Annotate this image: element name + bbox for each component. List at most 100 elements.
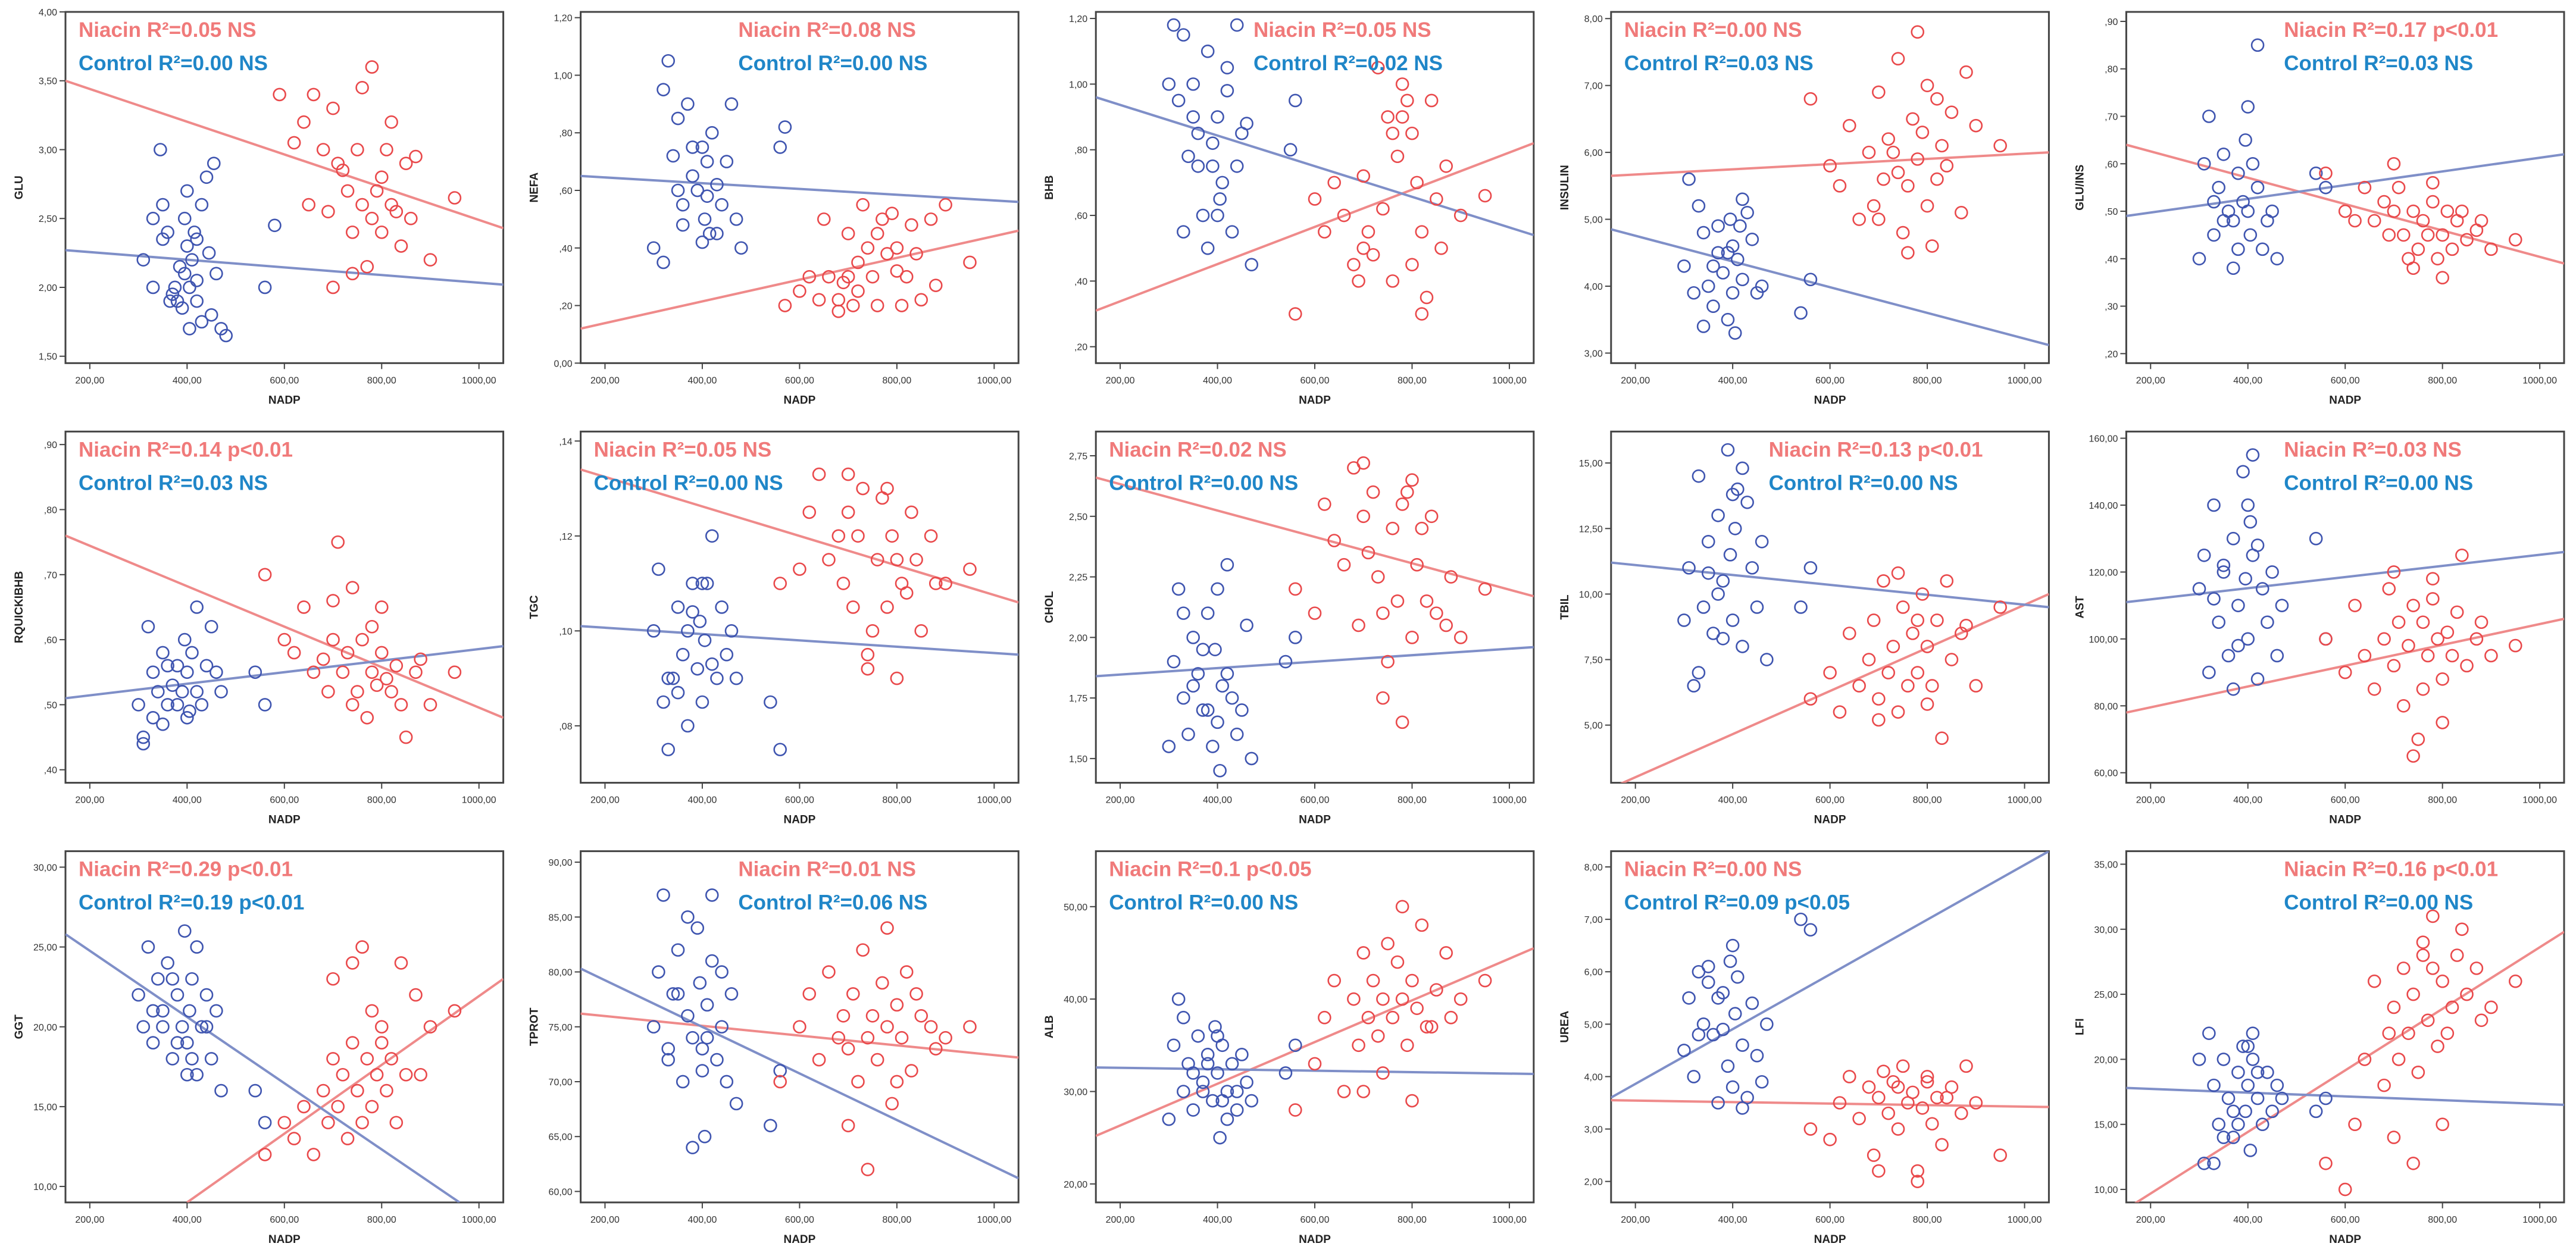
niacin-point bbox=[924, 529, 938, 543]
control-point bbox=[666, 671, 680, 685]
y-tick-label: ,80 bbox=[559, 129, 572, 139]
scatter-panel-glu: 200,00 400,00 600,00 800,00 1000,00 1,50 2,00 2… bbox=[13, 8, 505, 406]
niacin-legend-text: Niacin R²=0.02 NS bbox=[1109, 438, 1287, 461]
niacin-point bbox=[1356, 946, 1371, 960]
scatter-panel-nefa: 200,00 400,00 600,00 800,00 1000,00 0,00 ,20 ,4… bbox=[529, 11, 1020, 406]
control-point bbox=[700, 189, 714, 203]
niacin-point bbox=[409, 665, 423, 679]
control-point bbox=[1196, 208, 1210, 223]
y-tick-label: ,70 bbox=[2105, 112, 2118, 122]
niacin-fit-line bbox=[580, 468, 1019, 604]
control-point bbox=[1181, 727, 1195, 741]
niacin-point bbox=[2406, 1157, 2420, 1170]
control-point bbox=[2207, 592, 2221, 606]
control-point bbox=[214, 322, 228, 336]
y-tick-label: 2,00 bbox=[1584, 1177, 1603, 1188]
control-point bbox=[1760, 653, 1774, 666]
control-point bbox=[1711, 1096, 1725, 1110]
niacin-point bbox=[1405, 126, 1419, 140]
niacin-point bbox=[1872, 1164, 1886, 1178]
control-point bbox=[141, 940, 155, 954]
x-tick-label: 1000,00 bbox=[1492, 796, 1527, 806]
niacin-point bbox=[1944, 653, 1959, 666]
control-point bbox=[2207, 498, 2221, 512]
control-point bbox=[661, 743, 676, 757]
niacin-point bbox=[1959, 1059, 1973, 1073]
niacin-point bbox=[2319, 632, 2333, 646]
niacin-point bbox=[2436, 271, 2449, 285]
niacin-point bbox=[380, 143, 393, 156]
niacin-point bbox=[1823, 1132, 1837, 1147]
control-point bbox=[2239, 133, 2252, 147]
control-point bbox=[1740, 495, 1754, 509]
control-point bbox=[666, 149, 680, 163]
niacin-point bbox=[1969, 1096, 1983, 1110]
plot-frame bbox=[1610, 11, 2050, 364]
control-point bbox=[165, 678, 180, 692]
niacin-point bbox=[2436, 672, 2449, 686]
niacin-point bbox=[2431, 632, 2444, 646]
niacin-fit-line bbox=[1611, 1099, 2049, 1108]
niacin-point bbox=[1386, 521, 1400, 535]
niacin-point bbox=[2426, 176, 2440, 190]
y-tick-label: 7,00 bbox=[1584, 915, 1603, 925]
niacin-point bbox=[1915, 1101, 1930, 1115]
niacin-point bbox=[1424, 1020, 1439, 1034]
x-tick-label: 200,00 bbox=[75, 1215, 104, 1225]
niacin-point bbox=[890, 553, 904, 566]
control-point bbox=[686, 605, 699, 619]
control-point bbox=[1682, 172, 1696, 186]
control-point bbox=[173, 259, 187, 274]
niacin-point bbox=[1915, 126, 1930, 139]
niacin-point bbox=[841, 505, 855, 519]
y-tick-label: ,50 bbox=[44, 700, 57, 710]
control-point bbox=[180, 184, 194, 198]
control-point bbox=[1211, 582, 1224, 596]
niacin-point bbox=[812, 1053, 826, 1067]
x-axis-label: NADP bbox=[1299, 1233, 1331, 1246]
control-point bbox=[170, 988, 185, 1002]
control-point bbox=[2241, 204, 2255, 218]
control-point bbox=[268, 218, 282, 233]
control-point bbox=[199, 1020, 214, 1034]
plot-area bbox=[1611, 25, 2049, 346]
niacin-point bbox=[316, 652, 330, 666]
niacin-point bbox=[1424, 93, 1439, 108]
niacin-point bbox=[1410, 1001, 1424, 1015]
niacin-fit-line bbox=[1620, 593, 2049, 783]
niacin-point bbox=[1969, 679, 1983, 693]
x-axis-label: NADP bbox=[783, 814, 815, 826]
niacin-point bbox=[2436, 228, 2449, 242]
control-point bbox=[2226, 531, 2240, 546]
niacin-point bbox=[1833, 1096, 1847, 1110]
control-point bbox=[214, 685, 228, 699]
control-point bbox=[1235, 703, 1249, 717]
control-point bbox=[136, 253, 151, 267]
y-tick-label: 1,75 bbox=[1069, 694, 1087, 704]
control-point bbox=[248, 665, 262, 679]
x-tick-label: 800,00 bbox=[1398, 375, 1427, 386]
control-point bbox=[2309, 531, 2323, 546]
niacin-fit-line bbox=[1096, 476, 1534, 598]
scatter-panel-lfi: 200,00 400,00 600,00 800,00 1000,00 10,00 15,0… bbox=[2074, 850, 2565, 1246]
niacin-point bbox=[1376, 1066, 1390, 1080]
control-point bbox=[190, 940, 204, 954]
control-legend-text: Control R²=0.00 NS bbox=[1109, 471, 1298, 494]
control-point bbox=[204, 308, 218, 322]
control-point bbox=[195, 315, 209, 329]
control-point bbox=[202, 246, 216, 260]
control-point bbox=[1803, 923, 1818, 937]
control-point bbox=[2250, 38, 2265, 52]
control-point bbox=[1211, 1066, 1224, 1080]
y-tick-label: ,90 bbox=[44, 440, 57, 450]
niacin-point bbox=[1954, 1106, 1968, 1120]
niacin-point bbox=[1361, 546, 1375, 560]
x-tick-label: 800,00 bbox=[882, 375, 911, 386]
control-point bbox=[693, 976, 707, 990]
y-tick-label: 4,00 bbox=[1584, 1072, 1603, 1082]
control-point bbox=[1687, 1070, 1701, 1083]
y-axis-label: CHOL bbox=[1043, 591, 1056, 623]
control-point bbox=[1289, 631, 1302, 644]
niacin-point bbox=[1381, 937, 1395, 951]
niacin-point bbox=[1371, 570, 1385, 584]
